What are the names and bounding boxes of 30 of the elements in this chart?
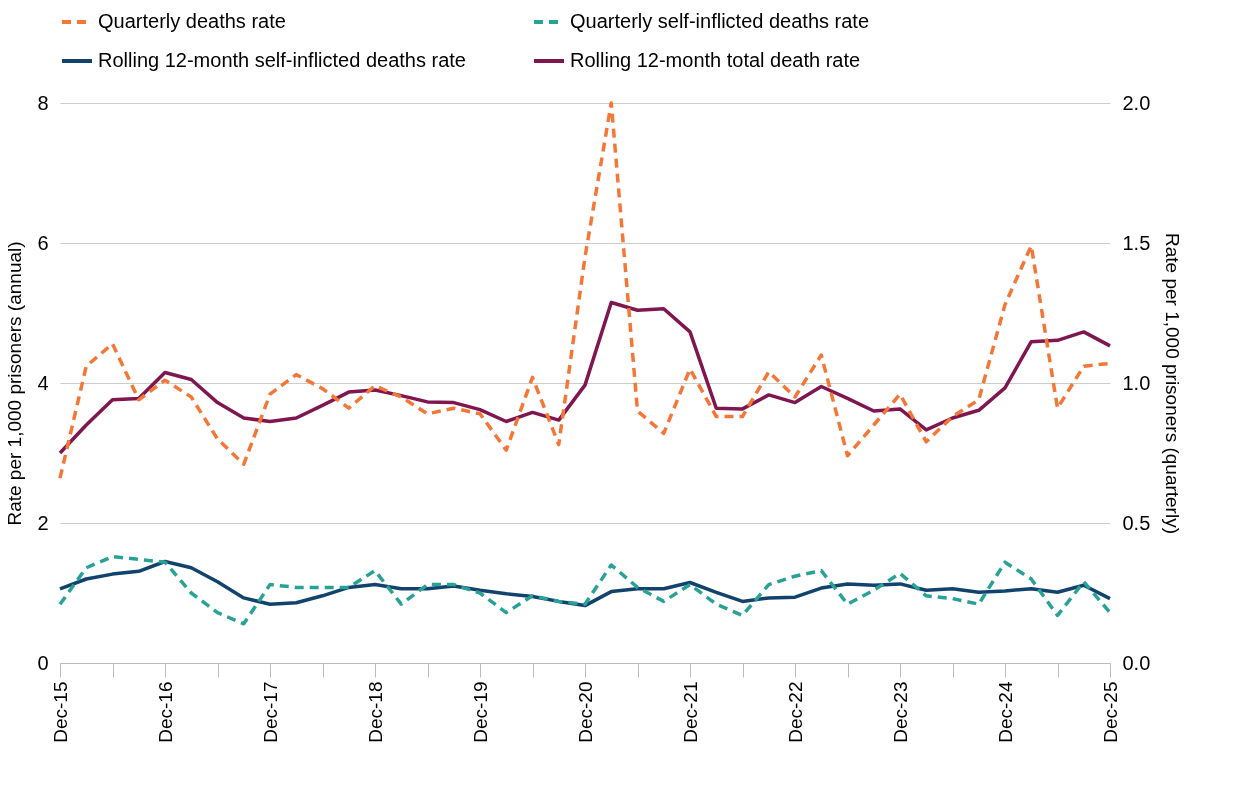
y-tick-label: 2 [37, 511, 49, 534]
x-tick-label: Dec-16 [154, 681, 176, 743]
y2-tick-label: 1.0 [1122, 371, 1151, 394]
x-tick-label: Dec-15 [49, 681, 71, 743]
y-tick-label: 6 [37, 231, 49, 254]
y-tick-label: 8 [37, 91, 49, 114]
y2-tick-label: 0.5 [1122, 511, 1151, 534]
x-tick-label: Dec-22 [784, 681, 806, 743]
x-tick-label: Dec-23 [889, 681, 911, 743]
y-axis-title: Rate per 1,000 prisoners (annual) [4, 241, 26, 526]
line-series [58, 554, 1112, 626]
x-tick-label: Dec-21 [679, 681, 701, 743]
legend-label: Quarterly self-inflicted deaths rate [570, 10, 870, 32]
legend-label: Rolling 12-month total death rate [570, 49, 861, 71]
y-tick-label: 0 [37, 651, 49, 674]
legend-label: Rolling 12-month self-inflicted deaths rate [98, 49, 466, 71]
y-tick-label: 4 [37, 371, 49, 394]
x-tick-label: Dec-18 [364, 681, 386, 743]
y2-tick-label: 1.5 [1122, 231, 1151, 254]
y2-axis-title: Rate per 1,000 prisoners (quarterly) [1162, 233, 1184, 534]
line-series [58, 559, 1112, 608]
y2-tick-label: 0.0 [1122, 651, 1151, 674]
x-tick-label: Dec-20 [574, 681, 596, 743]
x-tick-label: Dec-17 [259, 681, 281, 743]
x-tick-label: Dec-24 [994, 681, 1016, 743]
y2-tick-label: 2.0 [1122, 91, 1151, 114]
x-tick-label: Dec-25 [1099, 681, 1121, 743]
x-tick-label: Dec-19 [469, 681, 491, 743]
line-series [58, 300, 1112, 455]
legend-label: Quarterly deaths rate [98, 10, 286, 32]
